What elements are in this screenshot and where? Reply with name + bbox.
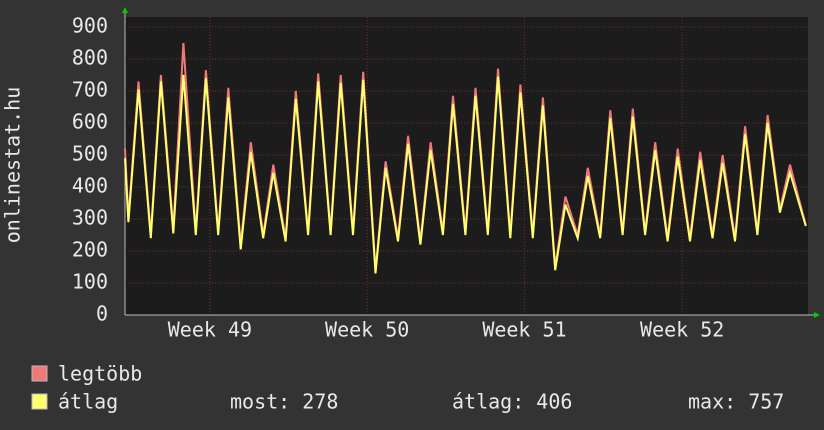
- legend-swatch: [31, 393, 48, 410]
- y-tick-label: 500: [72, 142, 108, 166]
- x-tick-label: Week 52: [640, 318, 724, 342]
- y-tick-label: 900: [72, 14, 108, 38]
- y-tick-label: 300: [72, 206, 108, 230]
- stat: most: 278: [230, 390, 338, 414]
- stat: átlag: 406: [452, 390, 572, 414]
- y-tick-label: 700: [72, 78, 108, 102]
- x-tick-label: Week 50: [325, 318, 409, 342]
- x-tick-label: Week 51: [482, 318, 566, 342]
- y-arrow: [122, 7, 128, 13]
- y-tick-label: 800: [72, 46, 108, 70]
- x-arrow: [814, 312, 820, 318]
- y-tick-label: 200: [72, 238, 108, 262]
- plot-area: [125, 17, 808, 315]
- x-tick-label: Week 49: [168, 318, 252, 342]
- y-tick-label: 0: [96, 302, 108, 326]
- stat: max: 757: [688, 390, 784, 414]
- legend-label: legtöbb: [58, 362, 142, 386]
- y-axis-label: onlinestat.hu: [1, 87, 25, 244]
- legend-swatch: [31, 365, 48, 382]
- y-tick-label: 100: [72, 270, 108, 294]
- y-tick-label: 400: [72, 174, 108, 198]
- y-tick-label: 600: [72, 110, 108, 134]
- series-line: [124, 74, 807, 274]
- legend-label: átlag: [58, 390, 118, 414]
